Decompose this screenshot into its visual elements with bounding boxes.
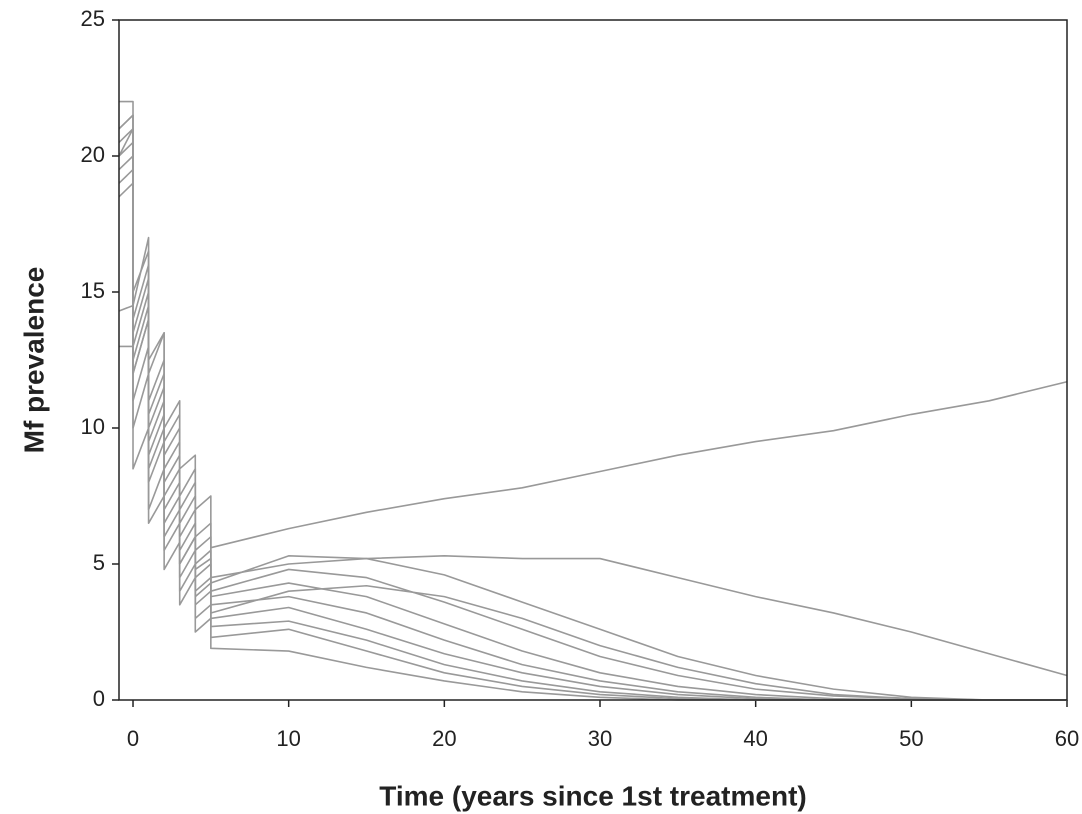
y-tick-label: 5 bbox=[93, 550, 105, 575]
y-tick-label: 20 bbox=[81, 142, 105, 167]
series-line bbox=[118, 114, 1068, 677]
y-tick-label: 15 bbox=[81, 278, 105, 303]
y-axis-title: Mf prevalence bbox=[18, 267, 49, 454]
series-line bbox=[119, 100, 1067, 701]
x-axis-title: Time (years since 1st treatment) bbox=[379, 780, 806, 811]
series-line bbox=[118, 128, 1067, 701]
y-tick-label: 25 bbox=[81, 6, 105, 31]
series-line bbox=[118, 304, 1067, 701]
series-line bbox=[118, 168, 1067, 701]
x-tick-label: 30 bbox=[588, 726, 612, 751]
series-line bbox=[118, 128, 1067, 701]
x-tick-label: 50 bbox=[899, 726, 923, 751]
x-tick-label: 10 bbox=[276, 726, 300, 751]
plot-frame bbox=[118, 19, 1068, 701]
series-line bbox=[119, 345, 1067, 701]
y-tick-label: 0 bbox=[93, 686, 105, 711]
x-tick-label: 0 bbox=[127, 726, 139, 751]
y-tick-label: 10 bbox=[81, 414, 105, 439]
series-line bbox=[118, 114, 1067, 701]
series-line bbox=[118, 141, 1068, 549]
x-tick-label: 60 bbox=[1055, 726, 1079, 751]
series-line bbox=[118, 155, 1067, 701]
x-tick-label: 20 bbox=[432, 726, 456, 751]
x-tick-label: 40 bbox=[743, 726, 767, 751]
